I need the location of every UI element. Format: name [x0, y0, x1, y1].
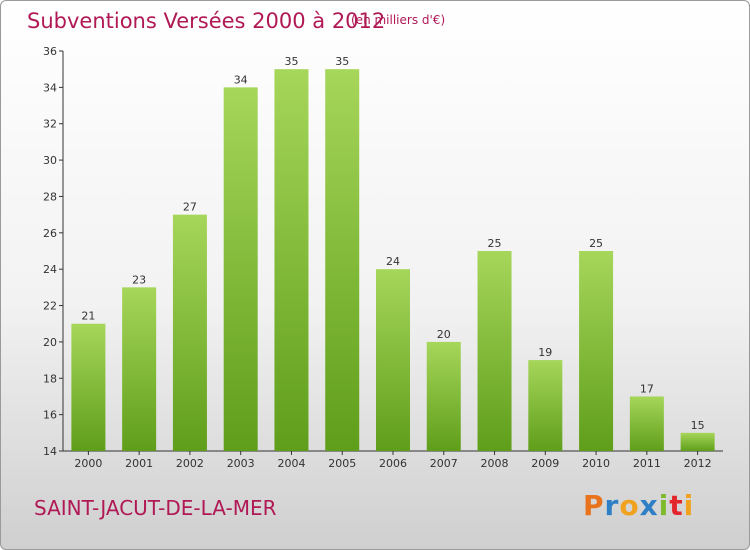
y-tick-label: 26 — [43, 227, 57, 240]
x-tick-label: 2001 — [125, 457, 153, 470]
y-tick-label: 18 — [43, 372, 57, 385]
logo-letter: o — [619, 489, 640, 522]
y-tick-label: 14 — [43, 445, 57, 458]
x-tick-label: 2004 — [277, 457, 305, 470]
bar — [477, 251, 512, 451]
bar-value-label: 27 — [183, 201, 197, 214]
x-tick-label: 2002 — [176, 457, 204, 470]
y-tick-label: 16 — [43, 409, 57, 422]
y-tick-label: 34 — [43, 81, 57, 94]
y-tick-label: 22 — [43, 300, 57, 313]
bar-value-label: 25 — [589, 237, 603, 250]
bar — [172, 214, 207, 451]
bar-value-label: 21 — [81, 310, 95, 323]
bar-value-label: 20 — [437, 328, 451, 341]
bar-value-label: 24 — [386, 255, 400, 268]
y-tick-label: 32 — [43, 118, 57, 131]
unit-label: (en milliers d'€) — [351, 13, 446, 27]
bar — [680, 432, 715, 451]
bar-value-label: 15 — [691, 419, 705, 432]
bar-value-label: 35 — [284, 55, 298, 68]
x-tick-label: 2010 — [582, 457, 610, 470]
x-tick-label: 2006 — [379, 457, 407, 470]
y-tick-label: 24 — [43, 263, 57, 276]
bar-value-label: 23 — [132, 273, 146, 286]
bar — [223, 87, 258, 451]
x-tick-label: 2003 — [227, 457, 255, 470]
logo-letter: x — [639, 489, 659, 522]
x-tick-label: 2009 — [531, 457, 559, 470]
y-tick-label: 20 — [43, 336, 57, 349]
x-tick-label: 2011 — [633, 457, 661, 470]
bar — [579, 251, 614, 451]
bar — [325, 69, 360, 451]
bar — [71, 323, 106, 451]
y-tick-label: 36 — [43, 45, 57, 58]
logo-letter: t — [669, 489, 684, 522]
x-tick-label: 2007 — [430, 457, 458, 470]
bar — [122, 287, 157, 451]
bar-value-label: 17 — [640, 382, 654, 395]
y-tick-label: 30 — [43, 154, 57, 167]
bar — [426, 341, 461, 451]
logo-letter: i — [683, 489, 695, 522]
commune-name: SAINT-JACUT-DE-LA-MER — [34, 496, 277, 520]
x-tick-label: 2005 — [328, 457, 356, 470]
logo-letter: P — [583, 489, 605, 522]
bar-value-label: 34 — [234, 73, 248, 86]
bar-value-label: 19 — [538, 346, 552, 359]
logo-letter: r — [604, 489, 620, 522]
x-tick-label: 2008 — [481, 457, 509, 470]
proxiti-logo: Proxiti — [583, 489, 694, 522]
x-tick-label: 2000 — [74, 457, 102, 470]
chart-title: Subventions Versées 2000 à 2012 — [27, 9, 386, 33]
bar-value-label: 25 — [488, 237, 502, 250]
bar — [376, 269, 410, 451]
x-tick-label: 2012 — [684, 457, 712, 470]
y-tick-label: 28 — [43, 190, 57, 203]
bar — [629, 396, 664, 451]
bar — [528, 360, 563, 451]
logo-letter: i — [658, 489, 670, 522]
bar — [274, 69, 309, 451]
bar-value-label: 35 — [335, 55, 349, 68]
